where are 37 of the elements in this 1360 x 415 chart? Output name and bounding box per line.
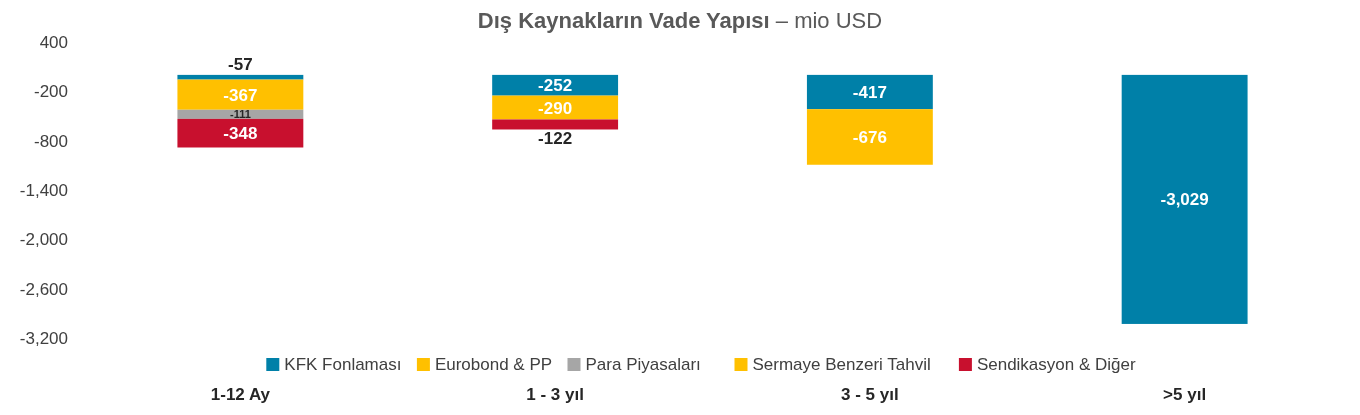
y-tick-label: 400 [39,33,68,52]
data-label: -3,029 [1160,190,1209,210]
legend-label: Sendikasyon & Diğer [976,355,1136,374]
legend-label: Sermaye Benzeri Tahvil [752,355,931,374]
bar [177,109,304,119]
bar [492,119,619,130]
y-tick-label: -800 [33,131,68,151]
x-tick-label: 1 - 3 yıl [526,385,584,404]
bar [806,74,933,110]
data-label: -290 [538,98,573,118]
chart-title: Dış Kaynakların Vade Yapısı [477,8,770,33]
x-tick-label: 1-12 Ay [210,385,271,404]
data-label: -417 [852,83,887,103]
bar [177,118,304,148]
x-tick-label: 3 - 5 yıl [841,385,899,404]
bar [177,74,304,80]
y-tick-label: -2,600 [19,279,68,299]
y-tick-label: -1,400 [19,181,68,200]
chart-subtitle: – mio USD [769,8,883,33]
y-tick-label: -3,200 [19,329,68,348]
bar [177,79,304,110]
data-label: -348 [223,124,258,144]
data-label: -252 [538,76,573,96]
data-label: -57 [228,54,253,74]
legend-label: KFK Fonlaması [284,355,402,374]
data-label: -122 [538,129,573,149]
bar [492,74,619,96]
data-label: -676 [852,127,887,147]
data-label: -111 [229,108,251,121]
y-tick-label: -2,000 [19,230,68,250]
x-tick-label: >5 yıl [1163,385,1207,404]
bar [806,109,933,165]
bar [1121,74,1248,324]
legend-label: Para Piyasaları [585,355,701,374]
legend-label: Eurobond & PP [434,355,553,374]
data-label: -367 [223,85,258,105]
y-tick-label: -200 [33,82,68,102]
